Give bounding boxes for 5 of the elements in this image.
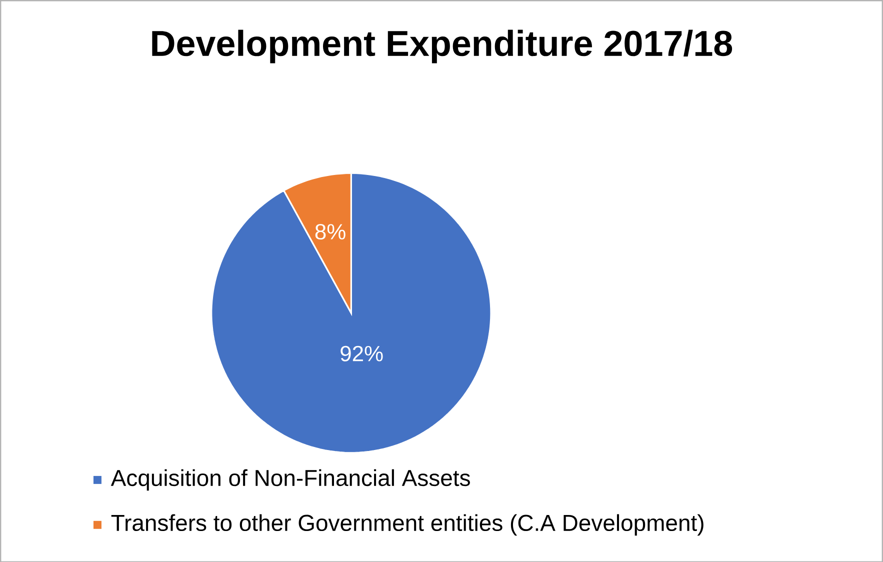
- legend-label: Transfers to other Government entities (C.A Development): [111, 514, 704, 536]
- data-label: 92%: [340, 346, 383, 362]
- chart-title: Development Expenditure 2017/18: [152, 30, 732, 64]
- legend-label: Acquisition of Non-Financial Assets: [110, 469, 470, 490]
- data-label: 8%: [315, 224, 346, 240]
